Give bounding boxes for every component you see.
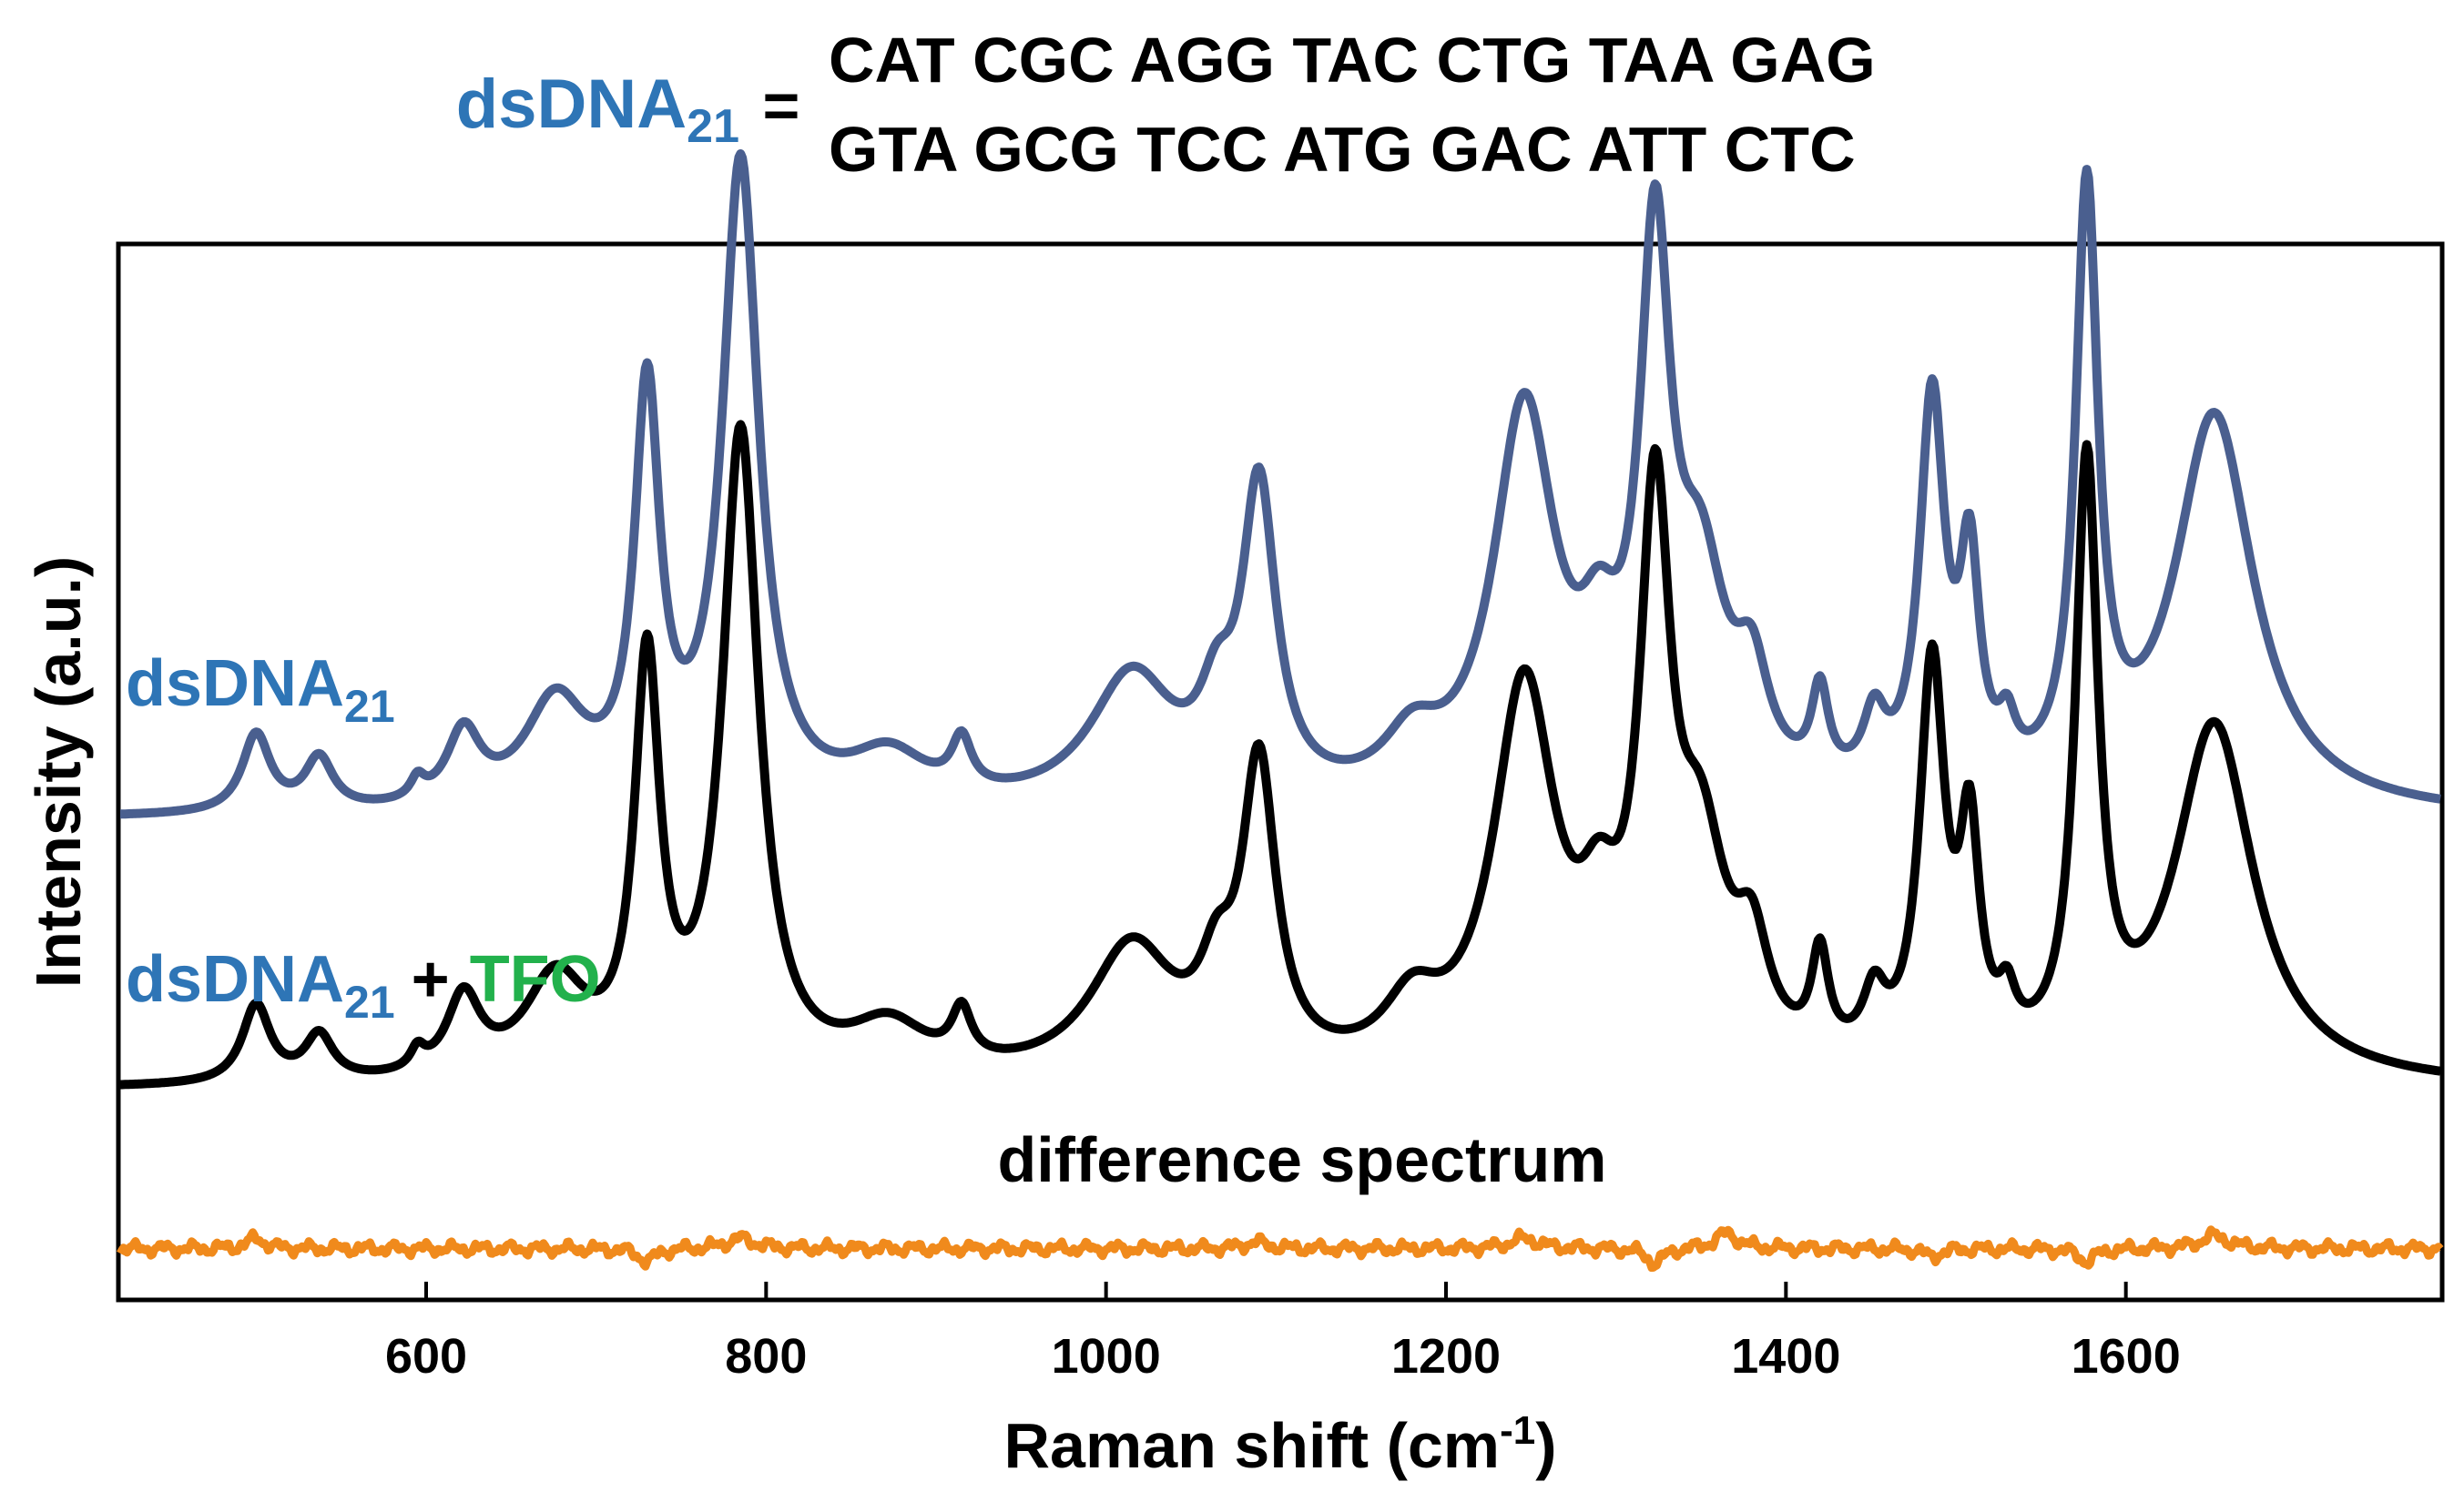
x-axis-ticks: 600 800 1000 1200 1400 1600 xyxy=(385,1282,2181,1384)
series-label-dsdna21-tfo: dsDNA21 + TFO xyxy=(126,943,601,1028)
x-tick-label: 1400 xyxy=(1731,1329,1840,1384)
x-tick-label: 1200 xyxy=(1391,1329,1501,1384)
series-label-dsdna21: dsDNA21 xyxy=(126,647,395,732)
series-label-difference: difference spectrum xyxy=(997,1124,1606,1195)
x-tick-label: 1000 xyxy=(1052,1329,1161,1384)
series-line-dsdna21-tfo xyxy=(117,420,2444,1090)
x-tick-label: 800 xyxy=(725,1329,807,1384)
x-tick-label: 600 xyxy=(385,1329,467,1384)
plot-frame xyxy=(116,241,2445,1303)
x-axis-label: Raman shift (cm-1) xyxy=(1004,1408,1557,1481)
header-equals: = xyxy=(763,70,800,141)
series-line-difference xyxy=(117,1225,2444,1273)
sequence-line-2: GTA GCG TCC ATG GAC ATT CTC xyxy=(829,114,1856,185)
series-line-dsdna21 xyxy=(117,149,2444,819)
y-axis-label: Intensity (a.u.) xyxy=(23,556,94,988)
sequence-line-1: CAT CGC AGG TAC CTG TAA GAG xyxy=(829,25,1876,96)
x-tick-label: 1600 xyxy=(2072,1329,2181,1384)
header-dsdna-label: dsDNA21 xyxy=(456,66,739,153)
